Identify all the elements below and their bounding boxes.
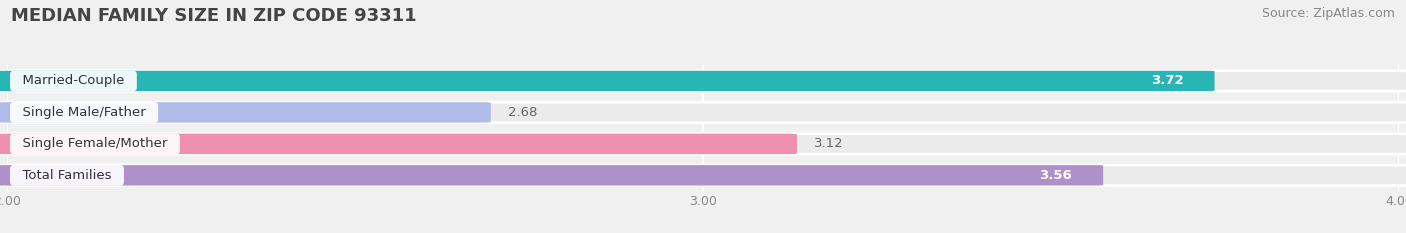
Text: 3.56: 3.56 bbox=[1039, 169, 1071, 182]
FancyBboxPatch shape bbox=[0, 102, 491, 123]
Text: Source: ZipAtlas.com: Source: ZipAtlas.com bbox=[1261, 7, 1395, 20]
FancyBboxPatch shape bbox=[0, 165, 1104, 185]
Text: Total Families: Total Families bbox=[14, 169, 120, 182]
Text: 3.72: 3.72 bbox=[1150, 75, 1184, 87]
FancyBboxPatch shape bbox=[0, 71, 1215, 91]
Text: Single Male/Father: Single Male/Father bbox=[14, 106, 155, 119]
FancyBboxPatch shape bbox=[0, 134, 797, 154]
Text: Married-Couple: Married-Couple bbox=[14, 75, 132, 87]
Text: Single Female/Mother: Single Female/Mother bbox=[14, 137, 176, 150]
Text: MEDIAN FAMILY SIZE IN ZIP CODE 93311: MEDIAN FAMILY SIZE IN ZIP CODE 93311 bbox=[11, 7, 416, 25]
FancyBboxPatch shape bbox=[0, 102, 1406, 123]
Text: 2.68: 2.68 bbox=[508, 106, 537, 119]
FancyBboxPatch shape bbox=[0, 71, 1406, 91]
Text: 3.12: 3.12 bbox=[814, 137, 844, 150]
FancyBboxPatch shape bbox=[0, 165, 1406, 185]
FancyBboxPatch shape bbox=[0, 134, 1406, 154]
